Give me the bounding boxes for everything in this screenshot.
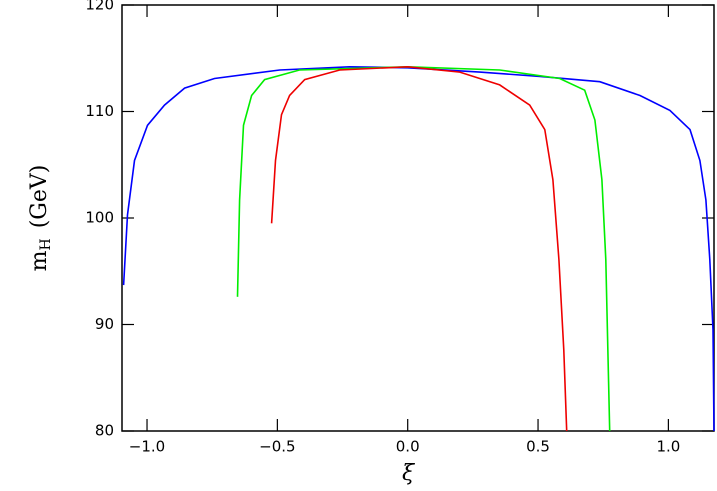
line-series xyxy=(236,65,611,432)
x-tick-label: 0.0 xyxy=(396,438,420,456)
x-tick-label: −1.0 xyxy=(129,438,165,456)
y-tick-label: 80 xyxy=(95,422,114,440)
y-axis-label: mH (GeV) xyxy=(27,165,54,272)
line-series xyxy=(270,65,568,432)
x-tick-label: −0.5 xyxy=(259,438,295,456)
x-axis-label: ξ xyxy=(402,461,416,486)
y-tick-label: 120 xyxy=(85,0,114,14)
y-label-subscript: H xyxy=(38,238,54,250)
y-label-unit: (GeV) xyxy=(27,165,52,229)
y-tick-label: 110 xyxy=(85,102,114,120)
x-tick-label: 0.5 xyxy=(526,438,550,456)
y-tick-label: 100 xyxy=(85,209,114,227)
y-label-symbol: m xyxy=(27,250,52,271)
y-tick-label: 90 xyxy=(95,315,114,333)
x-tick-label: 1.0 xyxy=(656,438,680,456)
line-series xyxy=(122,65,715,432)
